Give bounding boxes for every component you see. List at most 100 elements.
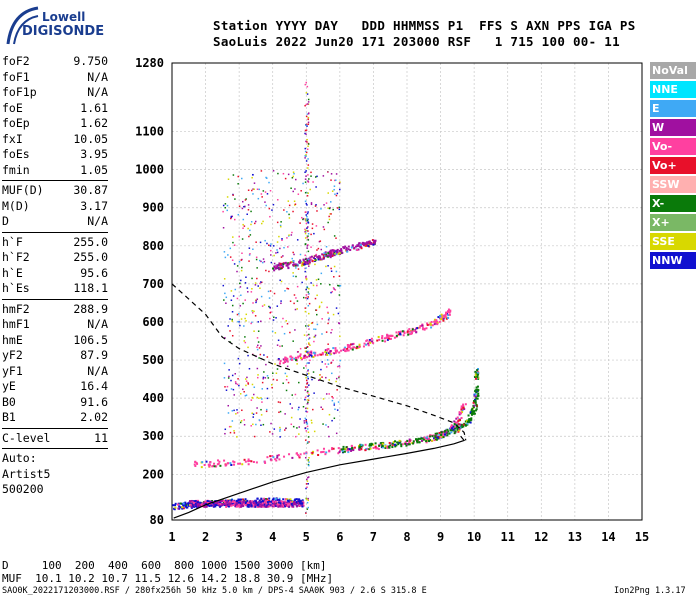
echo-point <box>378 444 381 447</box>
echo-point <box>440 431 443 434</box>
echo-point <box>307 370 309 372</box>
electron-density-profile-line <box>173 435 466 519</box>
echo-point <box>240 294 242 297</box>
echo-point <box>257 374 259 376</box>
echo-point <box>320 451 323 454</box>
echo-point <box>311 451 314 454</box>
y-tick-label: 300 <box>142 429 164 443</box>
echo-point <box>313 255 316 257</box>
echo-point <box>285 427 287 430</box>
echo-point <box>444 315 447 318</box>
echo-point <box>273 262 276 265</box>
echo-point <box>227 412 230 414</box>
echo-point <box>305 140 307 143</box>
echo-point <box>252 503 255 506</box>
echo-point <box>330 179 332 181</box>
echo-point <box>268 505 271 508</box>
echo-point <box>375 447 378 450</box>
echo-point <box>272 319 275 321</box>
echo-point <box>406 439 409 442</box>
echo-point <box>255 423 257 426</box>
echo-point <box>256 298 259 300</box>
echo-point <box>406 329 409 332</box>
echo-point <box>262 376 265 379</box>
echo-point <box>257 285 259 287</box>
echo-point <box>209 500 212 503</box>
echo-point <box>238 261 241 263</box>
legend-item-w: W <box>650 119 696 136</box>
param-value: 87.9 <box>80 348 108 362</box>
echo-point <box>348 448 351 451</box>
echo-point <box>238 505 241 508</box>
echo-point <box>306 501 309 504</box>
echo-point <box>252 505 255 508</box>
echo-point <box>291 261 293 263</box>
echo-point <box>279 265 282 268</box>
echo-point <box>276 221 279 224</box>
echo-point <box>287 173 290 176</box>
echo-point <box>263 304 266 306</box>
echo-point <box>206 499 209 502</box>
echo-point <box>261 505 264 508</box>
echo-point <box>332 253 335 256</box>
echo-point <box>403 332 406 335</box>
echo-point <box>335 432 338 435</box>
echo-point <box>194 505 197 508</box>
echo-point <box>304 270 306 273</box>
echo-point <box>336 207 339 209</box>
echo-point <box>389 334 392 337</box>
echo-point <box>335 179 337 181</box>
echo-point <box>253 502 256 505</box>
echo-point <box>226 209 228 212</box>
echo-point <box>310 352 313 355</box>
echo-point <box>304 219 307 221</box>
echo-point <box>307 167 309 169</box>
echo-point <box>334 408 336 411</box>
echo-point <box>427 439 430 442</box>
echo-point <box>244 460 247 463</box>
echo-point <box>288 217 291 219</box>
echo-point <box>412 441 415 444</box>
echo-point <box>229 330 231 332</box>
echo-point <box>476 405 479 408</box>
echo-point <box>262 220 264 223</box>
echo-point <box>407 333 410 336</box>
echo-point <box>328 393 330 395</box>
echo-point <box>374 442 377 445</box>
echo-point <box>306 386 309 388</box>
echo-point <box>307 164 310 166</box>
echo-point <box>301 216 303 219</box>
echo-point <box>173 507 176 510</box>
echo-point <box>421 437 424 440</box>
echo-point <box>367 240 370 243</box>
echo-point <box>252 460 255 463</box>
echo-point <box>246 505 249 508</box>
echo-point <box>254 222 256 225</box>
echo-point <box>276 368 279 370</box>
echo-point <box>333 276 335 278</box>
echo-point <box>304 229 307 232</box>
echo-point <box>469 411 472 414</box>
echo-point <box>282 501 285 504</box>
echo-point <box>411 330 414 333</box>
echo-point <box>307 226 309 228</box>
echo-point <box>302 182 304 185</box>
echo-point <box>292 425 295 428</box>
echo-point <box>474 377 477 380</box>
echo-point <box>235 413 237 415</box>
echo-point <box>251 396 253 399</box>
echo-point <box>240 505 243 508</box>
y-tick-label: 900 <box>142 201 164 215</box>
echo-point <box>280 501 283 504</box>
echo-point <box>266 501 269 504</box>
echo-point <box>276 241 279 243</box>
echo-point <box>445 311 448 314</box>
echo-point <box>436 436 439 439</box>
echo-point <box>473 393 476 396</box>
echo-point <box>184 505 187 508</box>
echo-point <box>259 282 261 285</box>
echo-point <box>269 245 272 247</box>
echo-point <box>474 401 477 404</box>
echo-point <box>307 351 310 354</box>
echo-point <box>225 389 228 391</box>
